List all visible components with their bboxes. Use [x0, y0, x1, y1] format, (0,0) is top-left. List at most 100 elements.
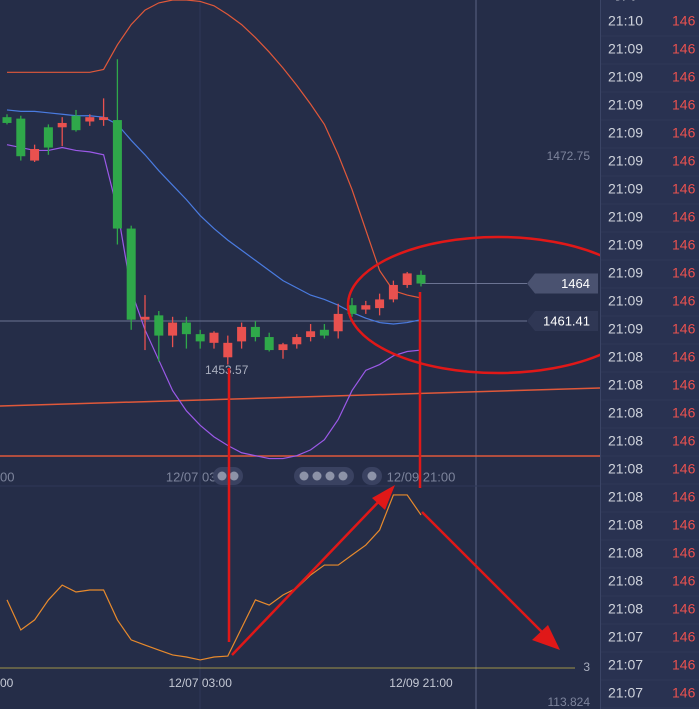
candle-body: [209, 332, 219, 343]
arrow-head: [372, 485, 395, 510]
row-price: 146: [672, 377, 696, 393]
candle-body: [126, 228, 136, 320]
time-sales-panel: [600, 0, 699, 709]
candle-body: [99, 117, 109, 121]
low-label: 1453.57: [205, 363, 249, 377]
row-time: 21:07: [608, 629, 643, 645]
row-price: 146: [672, 265, 696, 281]
row-price: 146: [672, 601, 696, 617]
candle-body: [2, 117, 12, 123]
row-time: 21:09: [608, 69, 643, 85]
row-price: 146: [672, 433, 696, 449]
row-time: 21:09: [608, 181, 643, 197]
y-tick-label: 1472.75: [547, 149, 591, 163]
candle-body: [43, 127, 53, 148]
row-price: 146: [672, 41, 696, 57]
candle-body: [71, 115, 81, 131]
x-tick-label: 00: [0, 676, 14, 690]
row-time: 21:09: [608, 153, 643, 169]
row-time: 21:08: [608, 405, 643, 421]
row-price: 146: [672, 237, 696, 253]
row-price: 146: [672, 181, 696, 197]
row-price: 146: [672, 125, 696, 141]
row-price: 146: [672, 293, 696, 309]
candle-body: [223, 342, 233, 358]
x-tick-label: 00: [0, 469, 14, 484]
row-price: 146: [672, 685, 696, 701]
row-time: 21:08: [608, 433, 643, 449]
column-header: 时间: [608, 0, 636, 3]
candle-body: [112, 120, 122, 229]
pill[interactable]: [294, 467, 354, 485]
price-tag: [527, 273, 598, 294]
row-time: 21:09: [608, 321, 643, 337]
row-time: 21:07: [608, 657, 643, 673]
row-time: 21:07: [608, 685, 643, 701]
candle-body: [361, 305, 371, 310]
candle-body: [195, 334, 205, 342]
price-tag-label: 1461.41: [543, 313, 590, 328]
row-price: 146: [672, 517, 696, 533]
row-time: 21:09: [608, 209, 643, 225]
row-time: 21:09: [608, 41, 643, 57]
dot: [312, 471, 322, 481]
candle-body: [30, 148, 40, 161]
row-price: 146: [672, 69, 696, 85]
row-price: 146: [672, 209, 696, 225]
candle-body: [154, 315, 164, 336]
oscillator-line: [6, 494, 422, 661]
row-price: 146: [672, 461, 696, 477]
red-arrow: [421, 511, 553, 643]
dot: [338, 471, 348, 481]
candle-body: [375, 299, 385, 309]
row-time: 21:08: [608, 517, 643, 533]
dot: [229, 471, 239, 481]
row-time: 21:10: [608, 13, 643, 29]
row-price: 146: [672, 405, 696, 421]
candle-body: [16, 118, 26, 157]
candle-body: [333, 313, 343, 332]
red-arrow: [231, 494, 386, 656]
row-price: 146: [672, 321, 696, 337]
row-price: 146: [672, 489, 696, 505]
row-price: 146: [672, 349, 696, 365]
dot: [217, 471, 227, 481]
candle-body: [319, 329, 329, 336]
time-sales-rows: 21:10 146 21:09 146 21:09 146 21:09 146 21:09 146…: [601, 13, 699, 709]
row-price: 146: [672, 97, 696, 113]
row-time: 21:08: [608, 377, 643, 393]
row-price: 146: [672, 13, 696, 29]
dot: [367, 471, 377, 481]
x-tick-label: 12/09 21:00: [389, 676, 453, 690]
row-price: 146: [672, 573, 696, 589]
trend-line: [0, 387, 601, 407]
dot: [299, 471, 309, 481]
toolbar: [213, 467, 382, 485]
row-time: 21:08: [608, 489, 643, 505]
candle-body: [278, 344, 288, 351]
candle-body: [306, 331, 316, 338]
bottom-tick-label: 113.824: [548, 695, 591, 709]
row-time: 21:09: [608, 237, 643, 253]
row-time: 21:09: [608, 293, 643, 309]
indicator-line: [7, 0, 422, 299]
candle-body: [57, 122, 67, 128]
candle-body: [347, 305, 357, 314]
candle-body: [140, 316, 150, 320]
candle-body: [388, 284, 398, 300]
dot: [325, 471, 335, 481]
chart-layer: 1464 1461.41 1472.75 1453.57 12/07 03:00 12/0…: [0, 0, 598, 709]
row-time: 21:08: [608, 601, 643, 617]
row-time: 21:08: [608, 349, 643, 365]
candle-body: [416, 274, 426, 284]
candle-body: [402, 273, 412, 285]
candle-body: [250, 326, 260, 338]
arrow-head: [532, 625, 560, 650]
osc-tick-label: 3: [583, 660, 590, 674]
indicator-line: [6, 144, 422, 460]
row-time: 21:08: [608, 461, 643, 477]
row-time: 21:08: [608, 545, 643, 561]
row-time: 21:09: [608, 265, 643, 281]
